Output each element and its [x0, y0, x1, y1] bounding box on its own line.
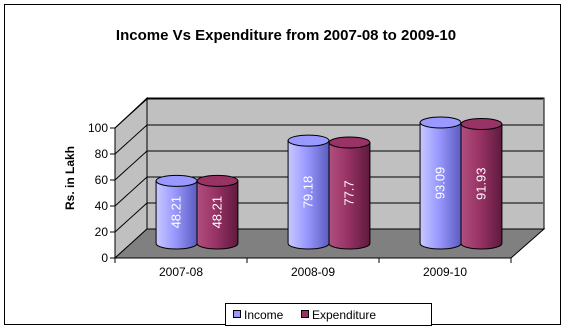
bar-expenditure-top: [196, 174, 239, 187]
y-tick-label: 100: [88, 121, 108, 135]
legend-box: [225, 303, 432, 326]
bar-income-top: [155, 174, 198, 187]
bar-income-top: [419, 116, 462, 129]
bar-expenditure-top: [460, 117, 503, 130]
x-tick-label: 2007-08: [159, 265, 203, 279]
y-axis-label: Rs. in Lakh: [63, 146, 77, 210]
bar-income-top: [287, 134, 330, 147]
gridline: [114, 124, 543, 155]
legend-label-income: Income: [244, 308, 284, 322]
gridline: [114, 150, 543, 181]
y-tick-label: 0: [101, 251, 108, 265]
bar-expenditure-body: [328, 141, 371, 250]
y-tick-label: 20: [95, 225, 109, 239]
legend-swatch-expenditure: [301, 310, 309, 318]
y-axis-ticks: 0 20 40 60 80 100: [88, 121, 115, 265]
chart-title: Income Vs Expenditure from 2007-08 to 20…: [116, 27, 456, 44]
bar-value-label: 48.21: [169, 196, 184, 229]
bar-expenditure-body: [196, 180, 239, 250]
y-tick-label: 60: [95, 173, 109, 187]
bar-expenditure-body: [460, 123, 503, 250]
bar-value-label: 77.7: [341, 180, 356, 205]
y-tick-label: 40: [95, 199, 109, 213]
gridline: [114, 202, 543, 233]
x-tick-label: 2009-10: [423, 265, 467, 279]
gridline: [114, 98, 543, 129]
bar-value-label: 48.21: [209, 196, 224, 229]
x-tick-label: 2008-09: [291, 265, 335, 279]
bar-value-label: 93.09: [433, 167, 448, 200]
legend-label-expenditure: Expenditure: [312, 308, 376, 322]
bar-value-label: 91.93: [473, 167, 488, 200]
y-tick-label: 80: [95, 147, 109, 161]
x-axis-ticks: 2007-08 2008-09 2009-10: [114, 258, 512, 279]
bar-expenditure-top: [328, 136, 371, 149]
bars: 48.21 48.21 79.18 77.7 93.09 91.93: [155, 116, 503, 250]
gridline: [114, 176, 543, 207]
legend-swatch-income: [233, 310, 241, 318]
bar-value-label: 79.18: [301, 176, 316, 209]
gridlines: [114, 98, 543, 233]
